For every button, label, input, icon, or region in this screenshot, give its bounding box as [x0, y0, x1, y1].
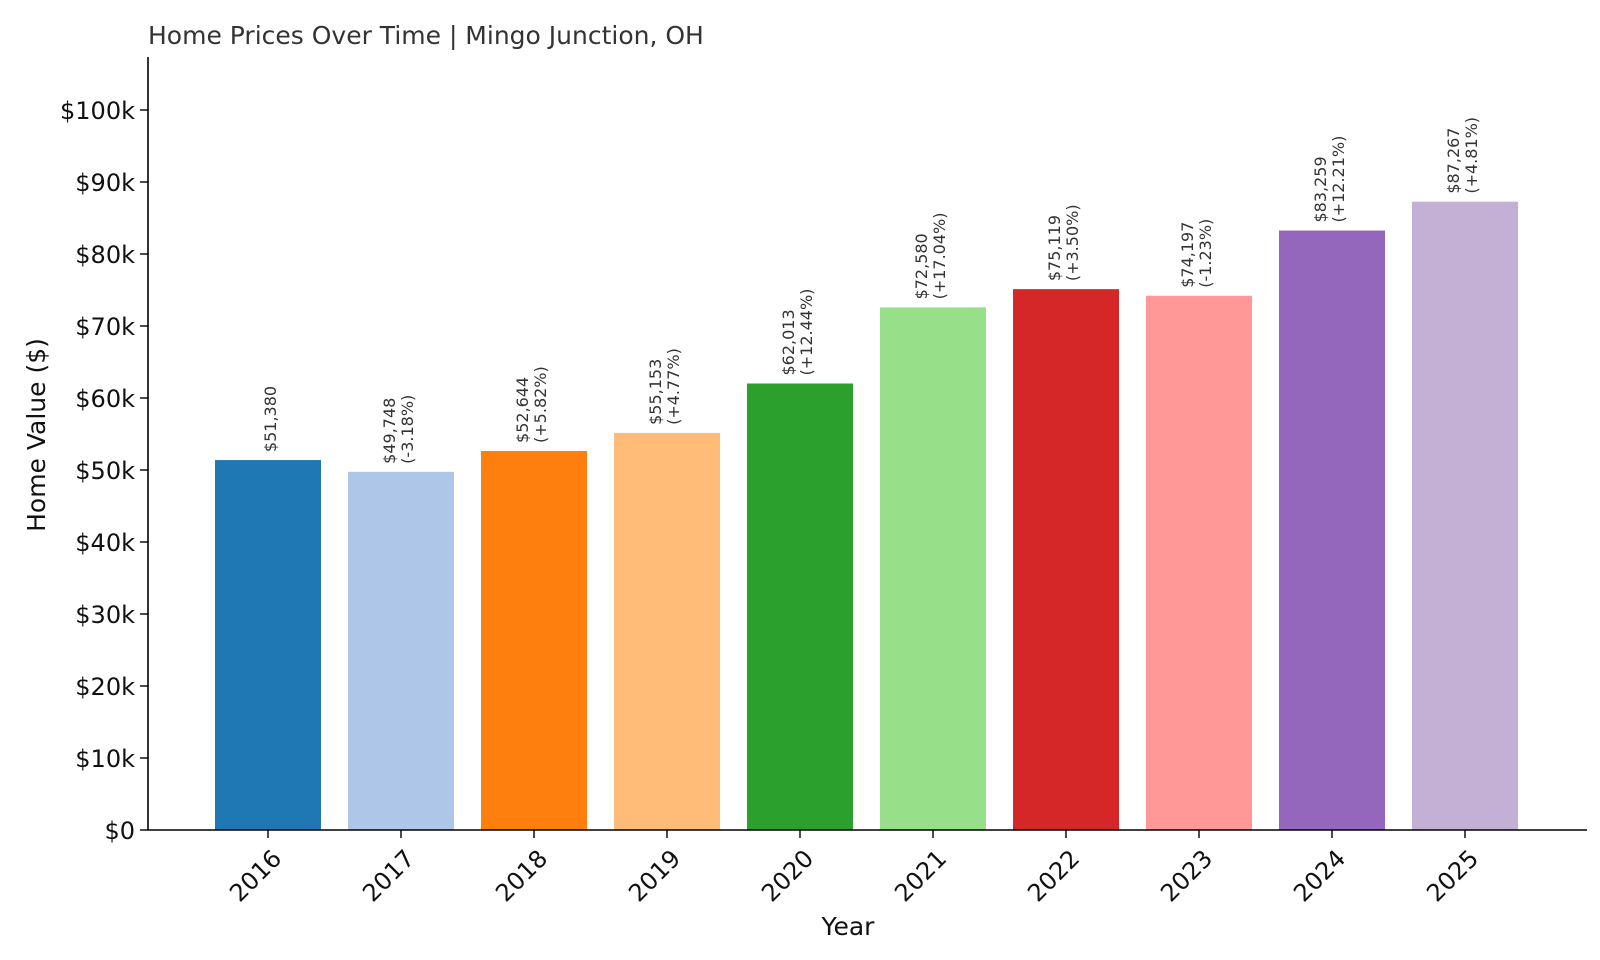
bar-2023: [1146, 295, 1252, 830]
y-tick-label: $50k: [75, 457, 135, 485]
bar-value-label-2025: $87,267(+4.81%): [1444, 117, 1481, 194]
bar-value-label-2020: $62,013(+12.44%): [779, 289, 816, 376]
x-tick-label: 2016: [224, 844, 287, 907]
bar-2017: [348, 471, 454, 830]
chart-title: Home Prices Over Time | Mingo Junction, …: [148, 21, 704, 50]
bar-value-label-2022: $75,119(+3.50%): [1045, 204, 1082, 281]
x-tick-label: 2025: [1421, 844, 1484, 907]
y-tick-label: $100k: [60, 97, 135, 125]
x-tick-label: 2018: [490, 844, 553, 907]
bar-value-label-2016: $51,380: [261, 386, 280, 452]
bar-value-label-2018: $52,644(+5.82%): [513, 366, 550, 443]
y-tick-label: $30k: [75, 601, 135, 629]
x-tick-label: 2024: [1288, 844, 1351, 907]
bar-value-label-2019: $55,153(+4.77%): [646, 348, 683, 425]
bar-2021: [880, 307, 986, 830]
bars: [215, 201, 1518, 830]
x-tick-label: 2022: [1022, 844, 1085, 907]
y-axis-ticks: $0 $10k $20k $30k $40k $50k $60k $70k $80k $90k $1…: [60, 97, 148, 845]
y-tick-label: $40k: [75, 529, 135, 557]
bar-value-label-2024: $83,259(+12.21%): [1311, 136, 1348, 223]
bar-2016: [215, 460, 321, 830]
bar-value-label-2021: $72,580(+17.04%): [912, 213, 949, 300]
y-tick-label: $80k: [75, 241, 135, 269]
y-tick-label: $60k: [75, 385, 135, 413]
bar-value-label-2017: $49,748(-3.18%): [380, 395, 417, 464]
x-axis-ticks: 2016 2017 2018 2019 2020 2021 2022 2023 2024 2025: [224, 830, 1484, 907]
x-tick-label: 2017: [357, 844, 420, 907]
x-tick-label: 2019: [623, 844, 686, 907]
x-tick-label: 2020: [756, 844, 819, 907]
y-tick-label: $20k: [75, 673, 135, 701]
bar-2025: [1412, 201, 1518, 830]
bar-2019: [614, 432, 720, 830]
y-tick-label: $0: [104, 817, 135, 845]
y-tick-label: $70k: [75, 313, 135, 341]
bar-value-label-2023: $74,197(-1.23%): [1178, 219, 1215, 288]
bar-labels: $51,380 $49,748(-3.18%) $52,644(+5.82%) $55…: [261, 117, 1481, 464]
x-tick-label: 2023: [1155, 844, 1218, 907]
x-tick-label: 2021: [889, 844, 952, 907]
x-axis-label: Year: [821, 912, 876, 941]
y-tick-label: $10k: [75, 745, 135, 773]
bar-2024: [1279, 230, 1385, 830]
bar-2020: [747, 383, 853, 830]
y-axis-label: Home Value ($): [22, 338, 51, 532]
y-tick-label: $90k: [75, 169, 135, 197]
bar-2018: [481, 450, 587, 830]
bar-2022: [1013, 289, 1119, 830]
